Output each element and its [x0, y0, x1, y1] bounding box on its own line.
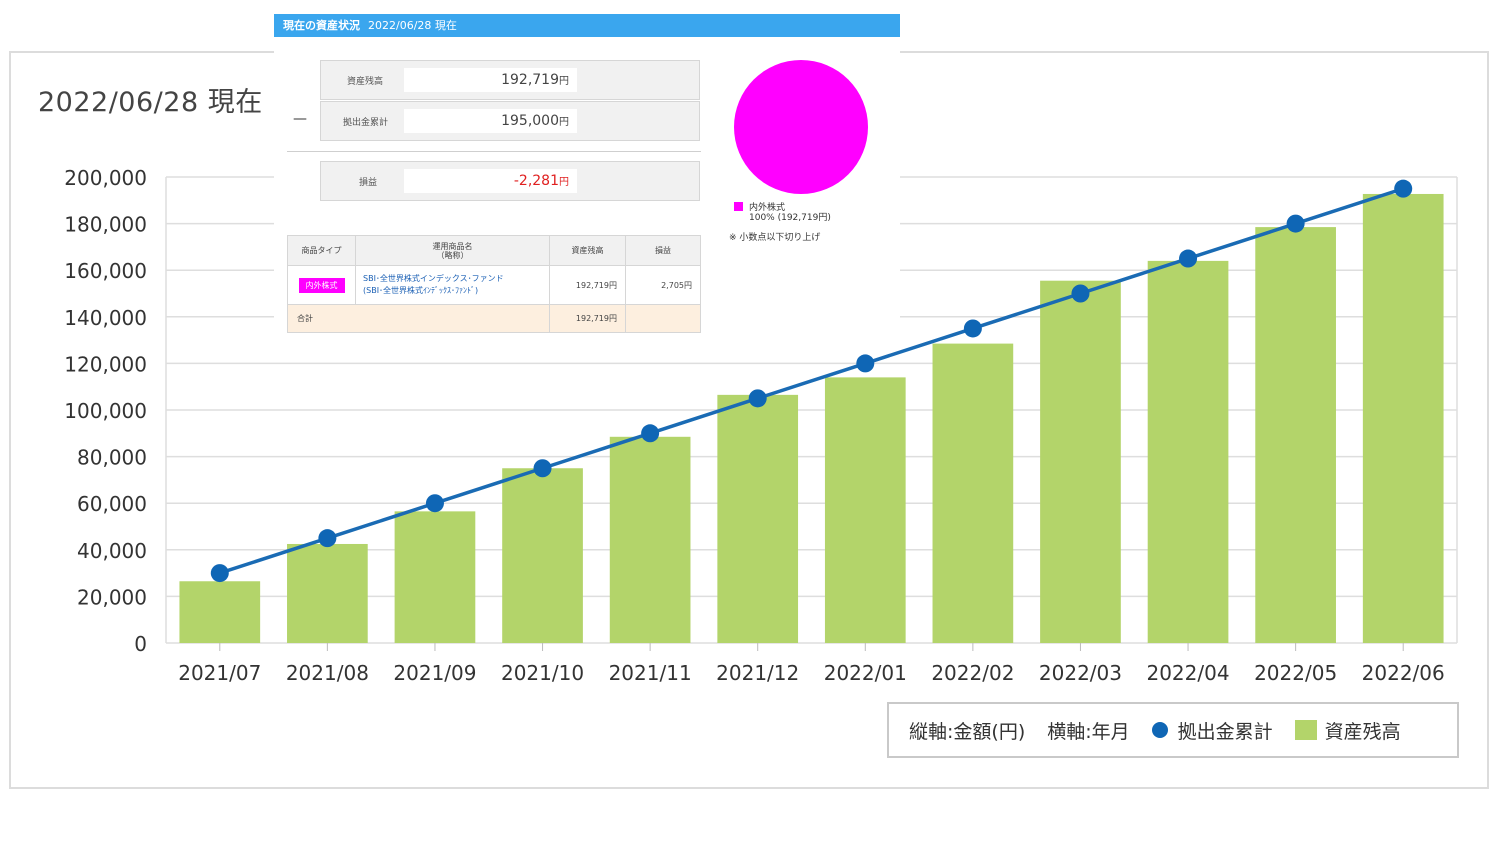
- table-row: 内外株式 SBI･全世界株式インデックス･ファンド (SBI･全世界株式ｲﾝﾃﾞｯ…: [287, 265, 701, 305]
- y-tick-label: 40,000: [77, 539, 147, 563]
- contribution-point: [425, 494, 444, 513]
- bar-asset-balance: [1362, 193, 1444, 644]
- x-tick-label: 2022/05: [1254, 661, 1337, 685]
- fund-name-link[interactable]: SBI･全世界株式インデックス･ファンド (SBI･全世界株式ｲﾝﾃﾞｯｸｽ･ﾌｧ…: [355, 265, 550, 305]
- contribution-point: [1071, 284, 1090, 303]
- profit-loss-summary-row: 損益 -2,281円: [320, 161, 700, 201]
- contribution-point: [1286, 214, 1305, 233]
- col-product-type: 商品タイプ: [287, 235, 356, 266]
- y-tick-label: 200,000: [64, 166, 147, 190]
- bar-asset-balance: [1040, 280, 1121, 643]
- legend-line-label: 拠出金累計: [1177, 720, 1273, 743]
- col-balance: 資産残高: [549, 235, 626, 266]
- bar-asset-balance: [502, 468, 583, 643]
- contribution-point: [963, 319, 982, 338]
- x-tick-label: 2022/03: [1039, 661, 1122, 685]
- bar-asset-balance: [1147, 260, 1229, 643]
- x-tick-labels: 2021/07 2021/08 2021/09 2021/10 2021/11 2021/…: [178, 643, 1445, 685]
- x-tick-label: 2022/01: [824, 661, 907, 685]
- total-row: 合計 192,719円: [287, 304, 701, 333]
- pie-legend-detail: 100% (192,719円): [749, 213, 831, 223]
- bar-asset-balance: [1255, 227, 1336, 643]
- y-tick-label: 100,000: [64, 399, 147, 423]
- x-tick-label: 2022/04: [1146, 661, 1229, 685]
- contribution-summary-row: 拠出金累計 195,000円: [320, 101, 700, 141]
- pie-legend-swatch-icon: [734, 202, 743, 211]
- x-tick-label: 2021/07: [178, 661, 261, 685]
- contribution-line: [210, 179, 1413, 583]
- contribution-point: [641, 424, 660, 443]
- y-tick-label: 60,000: [77, 492, 147, 516]
- balance-summary-row: 資産残高 192,719円: [320, 60, 700, 100]
- legend-x-axis-note: 横軸:年月: [1047, 720, 1130, 743]
- x-tick-label: 2021/10: [501, 661, 584, 685]
- bars: [179, 193, 1444, 644]
- col-profit-loss: 損益: [625, 235, 701, 266]
- y-tick-label: 80,000: [77, 446, 147, 470]
- x-tick-label: 2022/02: [931, 661, 1014, 685]
- panel-header: 現在の資産状況 2022/06/28 現在: [274, 14, 900, 37]
- contribution-point: [210, 564, 229, 583]
- x-tick-label: 2021/11: [609, 661, 692, 685]
- contribution-point: [318, 529, 337, 548]
- balance-value: 192,719円: [404, 68, 577, 92]
- bar-asset-balance: [287, 543, 368, 643]
- y-tick-labels: 0 20,000 40,000 60,000 80,000 100,000 120,000 1…: [64, 166, 147, 656]
- product-type-cell: 内外株式: [287, 265, 356, 305]
- chart-date-label: 2022/06/28 現在: [38, 87, 263, 118]
- pie-legend: 内外株式 100% (192,719円): [734, 202, 831, 223]
- col-fund-name: 運用商品名 （略称）: [355, 235, 550, 266]
- pie-legend-label: 内外株式: [749, 203, 786, 213]
- contribution-point: [1394, 179, 1413, 198]
- y-tick-label: 0: [134, 632, 147, 656]
- fund-profit-loss-cell: 2,705円: [625, 265, 701, 305]
- contribution-point: [533, 459, 552, 478]
- bar-asset-balance: [179, 581, 261, 643]
- total-profit-loss-cell: [625, 304, 701, 333]
- panel-header-title: 現在の資産状況: [283, 19, 360, 32]
- balance-label: 資産残高: [347, 77, 384, 87]
- chart-legend: 縦軸:金額(円) 横軸:年月 拠出金累計 資産残高: [887, 702, 1459, 758]
- x-tick-label: 2021/12: [716, 661, 799, 685]
- y-tick-label: 20,000: [77, 585, 147, 609]
- y-tick-label: 160,000: [64, 259, 147, 283]
- contribution-label: 拠出金累計: [343, 118, 389, 128]
- x-tick-label: 2022/06: [1362, 661, 1445, 685]
- summary-divider: [287, 151, 701, 152]
- bar-asset-balance: [932, 343, 1014, 643]
- bar-asset-balance: [824, 377, 906, 643]
- bar-asset-balance: [609, 436, 691, 643]
- y-tick-label: 140,000: [64, 306, 147, 330]
- x-tick-label: 2021/08: [286, 661, 369, 685]
- holdings-table: 商品タイプ 運用商品名 （略称） 資産残高 損益 内外株式 SBI･全世界株式イン…: [287, 235, 701, 333]
- profit-loss-value: -2,281円: [404, 169, 577, 193]
- legend-y-axis-note: 縦軸:金額(円): [909, 720, 1026, 743]
- minus-sign: —: [293, 111, 307, 127]
- y-tick-label: 120,000: [64, 352, 147, 376]
- legend-bar-swatch-icon: [1294, 720, 1317, 740]
- total-balance-cell: 192,719円: [549, 304, 626, 333]
- rounding-note: ※ 小数点以下切り上げ: [729, 233, 821, 243]
- bar-asset-balance: [717, 394, 799, 643]
- allocation-pie-chart: [734, 60, 868, 194]
- contribution-point: [1179, 249, 1198, 268]
- contribution-point: [856, 354, 875, 373]
- legend-bar-label: 資産残高: [1324, 720, 1401, 743]
- panel-header-date: 2022/06/28 現在: [368, 19, 457, 32]
- holdings-header-row: 商品タイプ 運用商品名 （略称） 資産残高 損益: [287, 235, 701, 266]
- product-type-tag: 内外株式: [298, 277, 345, 293]
- bar-asset-balance: [394, 511, 476, 643]
- contribution-value: 195,000円: [404, 109, 577, 133]
- y-tick-label: 180,000: [64, 213, 147, 237]
- fund-balance-cell: 192,719円: [549, 265, 626, 305]
- x-tick-label: 2021/09: [393, 661, 476, 685]
- contribution-point: [748, 389, 767, 408]
- asset-status-panel: 現在の資産状況 2022/06/28 現在 資産残高 192,719円 拠出金累計…: [274, 14, 900, 340]
- contribution-line-path: [219, 186, 1404, 575]
- total-label: 合計: [287, 304, 550, 333]
- profit-loss-label: 損益: [359, 178, 378, 188]
- legend-line-marker-icon: [1151, 722, 1168, 738]
